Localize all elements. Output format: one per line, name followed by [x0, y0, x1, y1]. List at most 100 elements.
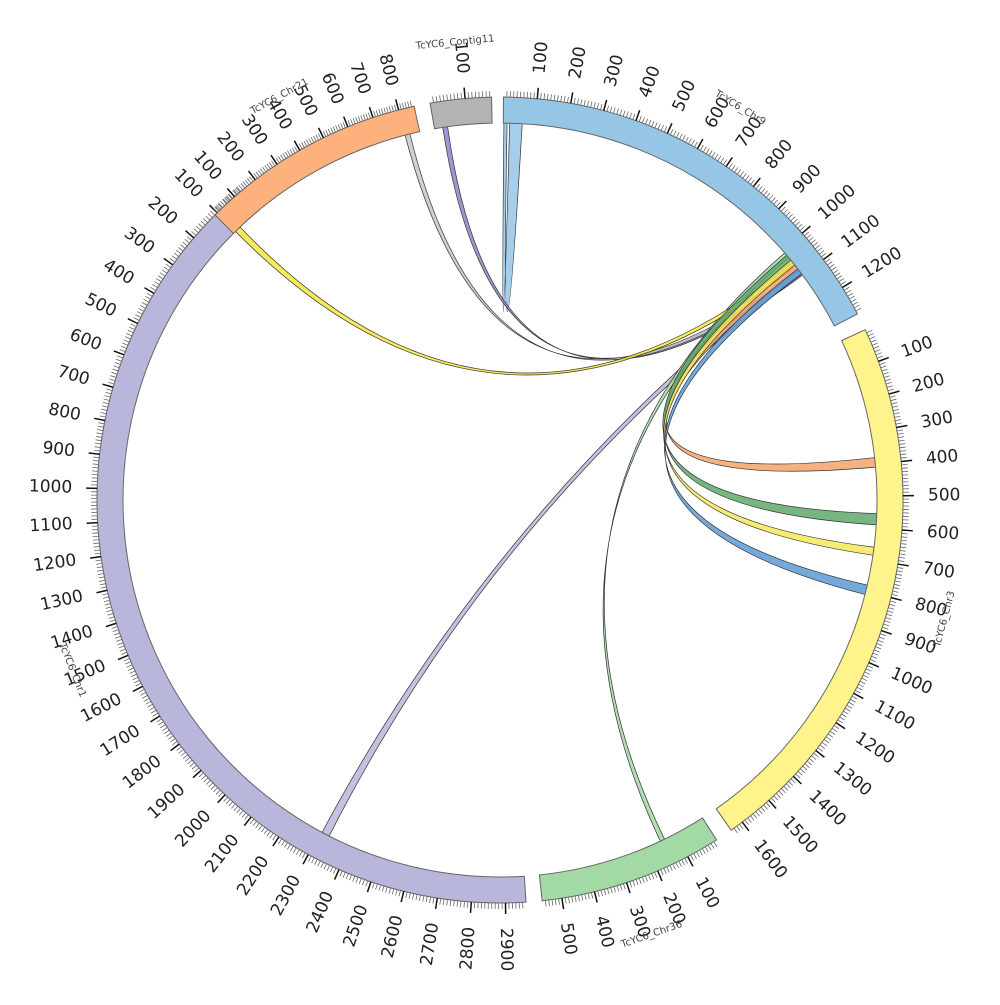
minor-tick: [607, 106, 609, 112]
minor-tick: [756, 811, 760, 816]
minor-tick: [561, 96, 562, 102]
minor-tick: [882, 627, 888, 629]
minor-tick: [776, 793, 780, 797]
minor-tick: [655, 872, 657, 878]
minor-tick: [318, 134, 321, 139]
minor-tick: [866, 669, 871, 672]
minor-tick: [883, 372, 889, 374]
minor-tick: [309, 139, 312, 144]
minor-tick: [715, 154, 718, 159]
minor-tick: [857, 687, 862, 690]
minor-tick: [835, 273, 840, 276]
minor-tick: [100, 412, 106, 413]
minor-tick: [172, 741, 177, 745]
minor-tick: [279, 839, 282, 844]
minor-tick: [873, 653, 879, 655]
tick-label: 1000: [29, 476, 73, 497]
minor-tick: [898, 433, 904, 434]
minor-tick: [440, 95, 441, 101]
minor-tick: [871, 340, 877, 342]
major-tick: [571, 92, 573, 103]
major-tick: [436, 898, 438, 909]
tick-label: 500: [82, 289, 120, 321]
minor-tick: [194, 768, 198, 772]
minor-tick: [699, 850, 702, 855]
minor-tick: [685, 858, 688, 863]
minor-tick: [737, 826, 741, 831]
minor-tick: [886, 382, 892, 384]
minor-tick: [284, 842, 287, 847]
minor-tick: [306, 140, 309, 145]
minor-tick: [694, 853, 697, 858]
minor-tick: [809, 758, 814, 762]
minor-tick: [281, 841, 284, 846]
tick-label: 1400: [48, 621, 95, 653]
major-tick: [779, 201, 787, 209]
tick-label: 2600: [378, 913, 408, 960]
minor-tick: [714, 842, 717, 847]
minor-tick: [122, 343, 128, 345]
minor-tick: [105, 392, 111, 394]
minor-tick: [142, 695, 147, 698]
minor-tick: [443, 899, 444, 905]
minor-tick: [899, 444, 905, 445]
minor-tick: [567, 97, 568, 103]
minor-tick: [133, 677, 138, 680]
minor-tick: [890, 601, 896, 603]
minor-tick: [630, 882, 632, 888]
minor-tick: [824, 740, 829, 744]
minor-tick: [209, 783, 213, 787]
minor-tick: [626, 112, 628, 118]
minor-tick: [598, 891, 599, 897]
minor-tick: [897, 430, 903, 431]
minor-tick: [811, 756, 816, 760]
tick-label: 1700: [97, 721, 144, 761]
tick-label: 500: [928, 485, 961, 505]
minor-tick: [392, 889, 394, 895]
minor-tick: [900, 550, 906, 551]
major-tick: [658, 871, 662, 881]
minor-tick: [386, 887, 388, 893]
minor-tick: [584, 100, 585, 106]
tick-label: 1900: [144, 780, 190, 824]
minor-tick: [901, 544, 907, 545]
minor-tick: [188, 760, 193, 764]
minor-tick: [815, 245, 820, 249]
minor-tick: [664, 868, 666, 873]
minor-tick: [689, 139, 692, 144]
minor-tick: [837, 276, 842, 279]
minor-tick: [819, 250, 824, 254]
minor-tick: [343, 872, 345, 878]
tick-label: 1000: [888, 663, 936, 699]
minor-tick: [172, 256, 177, 260]
minor-tick: [848, 293, 853, 296]
minor-tick: [774, 200, 778, 204]
minor-tick: [130, 671, 135, 674]
minor-tick: [384, 108, 386, 114]
minor-tick: [231, 804, 235, 809]
minor-tick: [791, 217, 795, 221]
minor-tick: [312, 858, 315, 863]
minor-tick: [115, 362, 121, 364]
tick-label: 100: [898, 332, 935, 362]
minor-tick: [646, 119, 648, 125]
major-tick: [89, 453, 100, 454]
minor-tick: [766, 803, 770, 808]
minor-tick: [652, 121, 654, 127]
tick-label: 900: [789, 161, 826, 198]
minor-tick: [416, 894, 417, 900]
minor-tick: [796, 774, 800, 778]
minor-tick: [287, 844, 290, 849]
minor-tick: [258, 170, 262, 175]
minor-tick: [326, 130, 329, 135]
minor-tick: [748, 178, 752, 183]
minor-tick: [761, 807, 765, 812]
link-ribbon-chr9-chr9: [503, 123, 522, 312]
minor-tick: [885, 617, 891, 619]
minor-tick: [849, 296, 854, 299]
minor-tick: [729, 163, 732, 168]
minor-tick: [691, 855, 694, 860]
minor-tick: [333, 868, 335, 873]
major-tick: [636, 110, 640, 120]
minor-tick: [745, 176, 749, 181]
